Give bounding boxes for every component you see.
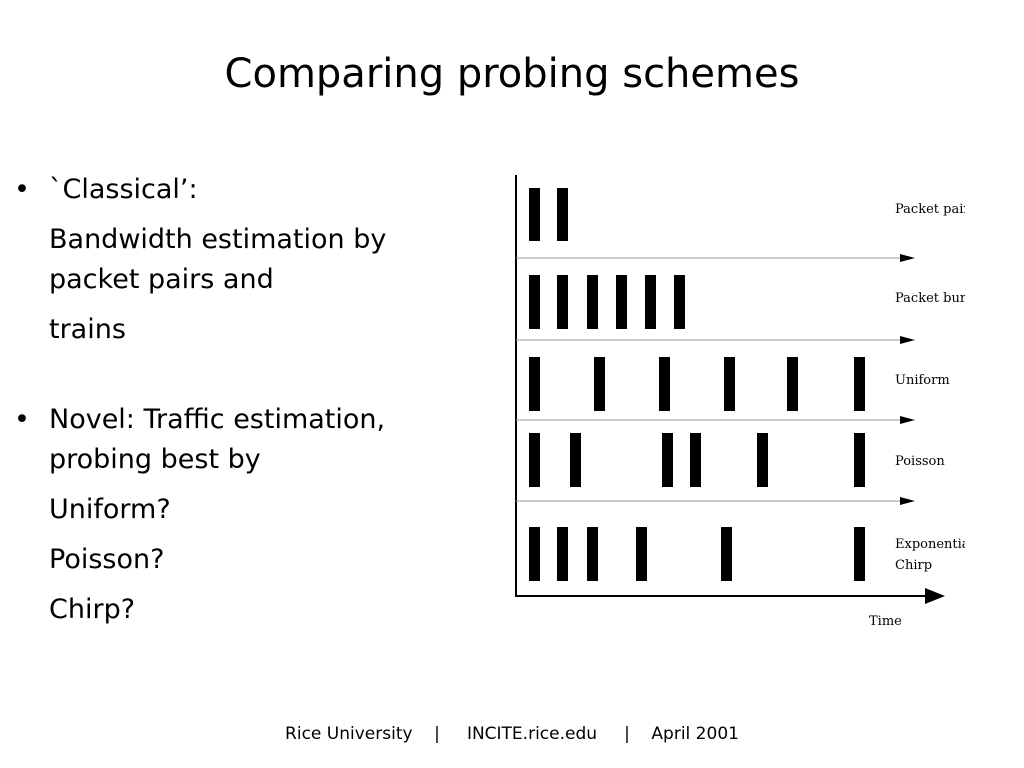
bullet-text: `Classical’: [49, 174, 198, 205]
probe-packet [645, 275, 656, 329]
scheme-label: Packet pair [895, 202, 965, 217]
probe-packet [724, 357, 735, 411]
probing-schemes-diagram: Packet pair Packet bunch Uniform Poisson Exp… [515, 175, 965, 629]
bullet-classical: • `Classical’: [14, 170, 494, 210]
scheme-label: Uniform [895, 373, 950, 388]
bullet-continuation: Chirp? [49, 594, 136, 625]
probe-packet [529, 357, 540, 411]
arrow-icon [900, 416, 915, 424]
bullet-list: • `Classical’: Bandwidth estimation by p… [14, 170, 494, 630]
probe-packet [616, 275, 627, 329]
scheme-label: Chirp [895, 558, 932, 573]
probe-packet [690, 433, 701, 487]
probe-packet [529, 433, 540, 487]
probe-packet [557, 527, 568, 581]
probe-packet [529, 188, 540, 241]
time-axis-label: Time [869, 614, 902, 629]
probe-packet [854, 433, 865, 487]
probe-packet [757, 433, 768, 487]
probe-packet [529, 527, 540, 581]
bullet-dot: • [14, 404, 30, 435]
footer-separator: | [624, 724, 630, 744]
footer-separator: | [434, 724, 440, 744]
bullet-continuation: Poisson? [49, 544, 165, 575]
bullet-novel: • Novel: Traffic estimation, [14, 400, 494, 440]
bullet-continuation: Uniform? [49, 494, 171, 525]
probe-packet [557, 275, 568, 329]
bullet-continuation: probing best by [49, 444, 261, 475]
bullet-dot: • [14, 174, 30, 205]
footer: Rice University | INCITE.rice.edu | Apri… [0, 724, 1024, 744]
probe-packet [594, 357, 605, 411]
probe-packet [854, 357, 865, 411]
scheme-label: Packet bunch [895, 291, 965, 306]
arrow-icon [900, 254, 915, 262]
bullet-continuation: packet pairs and [49, 264, 274, 295]
footer-site: INCITE.rice.edu [466, 724, 598, 744]
probe-packet [721, 527, 732, 581]
slide-title: Comparing probing schemes [224, 51, 800, 97]
arrow-icon [900, 497, 915, 505]
probe-packet [662, 433, 673, 487]
probe-packet [587, 275, 598, 329]
probe-packet [587, 527, 598, 581]
scheme-label: Poisson [895, 454, 945, 469]
arrow-icon [900, 336, 915, 344]
probe-packet [557, 188, 568, 241]
probe-packet [674, 275, 685, 329]
probe-packet [636, 527, 647, 581]
probe-packet [854, 527, 865, 581]
footer-org: Rice University [285, 724, 413, 744]
bullet-continuation: trains [49, 314, 126, 345]
scheme-label: Exponential [895, 537, 965, 552]
bullet-text: Novel: Traffic estimation, [49, 404, 386, 435]
probe-packet [787, 357, 798, 411]
probe-packet [659, 357, 670, 411]
probe-packet [529, 275, 540, 329]
probe-packet [570, 433, 581, 487]
footer-date: April 2001 [651, 724, 739, 744]
bullet-continuation: Bandwidth estimation by [49, 224, 387, 255]
